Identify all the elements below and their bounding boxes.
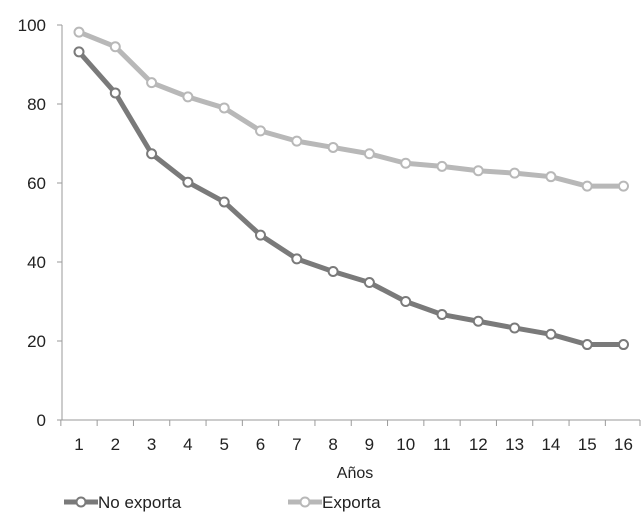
y-tick-label: 20 (27, 332, 46, 351)
data-point (291, 135, 303, 147)
data-point (146, 148, 158, 160)
data-point (436, 309, 448, 321)
x-tick-label: 14 (541, 435, 560, 454)
data-point (182, 176, 194, 188)
series-line (76, 49, 626, 348)
series-line (76, 29, 626, 189)
data-point (109, 41, 121, 53)
legend-item: No exporta (64, 493, 182, 512)
data-point (327, 265, 339, 277)
data-point (618, 339, 629, 351)
data-point (581, 180, 593, 192)
y-axis: 0 20 40 60 80 100 (18, 16, 63, 430)
x-tick-label: 13 (505, 435, 524, 454)
x-tick-label: 8 (328, 435, 337, 454)
data-point (581, 339, 593, 351)
x-tick-label: 15 (578, 435, 597, 454)
data-point (73, 26, 85, 38)
data-point (73, 46, 85, 58)
y-tick-label: 100 (18, 16, 46, 35)
data-point (509, 167, 521, 179)
data-point (472, 165, 484, 177)
data-point (327, 141, 339, 153)
y-tick-label: 40 (27, 253, 46, 272)
legend-item: Exporta (288, 493, 381, 512)
data-point (545, 328, 557, 340)
x-axis-title: Años (337, 465, 373, 482)
x-tick-label: 7 (292, 435, 301, 454)
legend: No exporta Exporta (64, 493, 381, 512)
data-point (255, 125, 266, 137)
y-tick-label: 80 (27, 95, 46, 114)
data-point (472, 315, 484, 327)
legend-label: Exporta (322, 493, 381, 512)
legend-swatch-marker (75, 496, 87, 508)
data-point (545, 171, 557, 183)
legend-label: No exporta (98, 493, 182, 512)
x-tick-label: 3 (147, 435, 156, 454)
data-point (363, 277, 375, 289)
y-tick-label: 0 (37, 411, 46, 430)
x-tick-label: 5 (219, 435, 228, 454)
series-exporta (73, 26, 629, 192)
data-point (109, 87, 121, 99)
data-point (291, 253, 303, 265)
series-layer (73, 26, 629, 351)
x-tick-label: 4 (183, 435, 192, 454)
data-point (255, 229, 266, 241)
data-point (618, 180, 629, 192)
x-tick-label: 16 (614, 435, 633, 454)
y-tick-label: 60 (27, 174, 46, 193)
data-point (436, 160, 448, 172)
data-point (509, 322, 521, 334)
data-point (363, 148, 375, 160)
data-point (182, 91, 194, 103)
x-axis: 1 2 3 4 5 6 7 8 9 10 11 12 13 14 15 16 (60, 419, 641, 454)
series-no-exporta (73, 46, 629, 351)
x-tick-label: 2 (111, 435, 120, 454)
data-point (400, 296, 412, 307)
x-tick-label: 12 (469, 435, 488, 454)
x-tick-label: 10 (396, 435, 415, 454)
data-point (218, 196, 230, 208)
x-tick-label: 11 (433, 435, 451, 454)
x-tick-label: 9 (365, 435, 374, 454)
data-point (218, 102, 230, 114)
x-tick-label: 6 (256, 435, 265, 454)
data-point (400, 157, 412, 169)
legend-swatch-marker (299, 496, 311, 508)
x-tick-label: 1 (74, 435, 83, 454)
data-point (146, 77, 158, 89)
